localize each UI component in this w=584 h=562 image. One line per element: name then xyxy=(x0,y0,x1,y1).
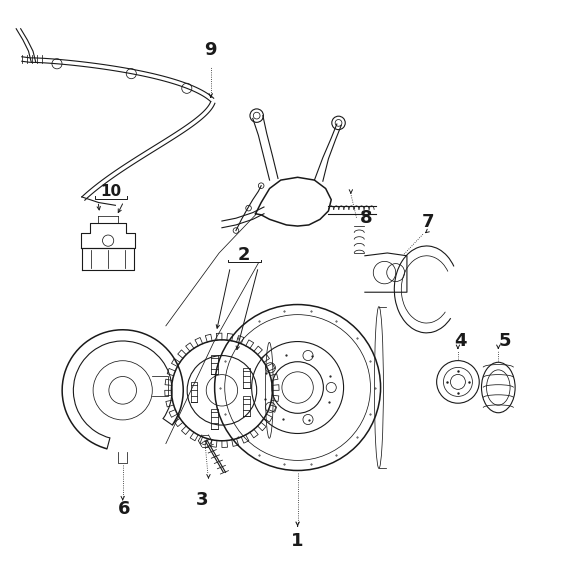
Text: 3: 3 xyxy=(196,491,208,509)
Text: 8: 8 xyxy=(360,209,373,226)
Text: 7: 7 xyxy=(422,213,434,231)
Text: 5: 5 xyxy=(499,332,511,350)
Text: 1: 1 xyxy=(291,532,304,550)
Text: 6: 6 xyxy=(117,500,130,518)
Text: 9: 9 xyxy=(204,41,217,59)
Text: 4: 4 xyxy=(454,332,467,350)
Text: 10: 10 xyxy=(100,184,121,199)
Text: 2: 2 xyxy=(238,246,251,264)
